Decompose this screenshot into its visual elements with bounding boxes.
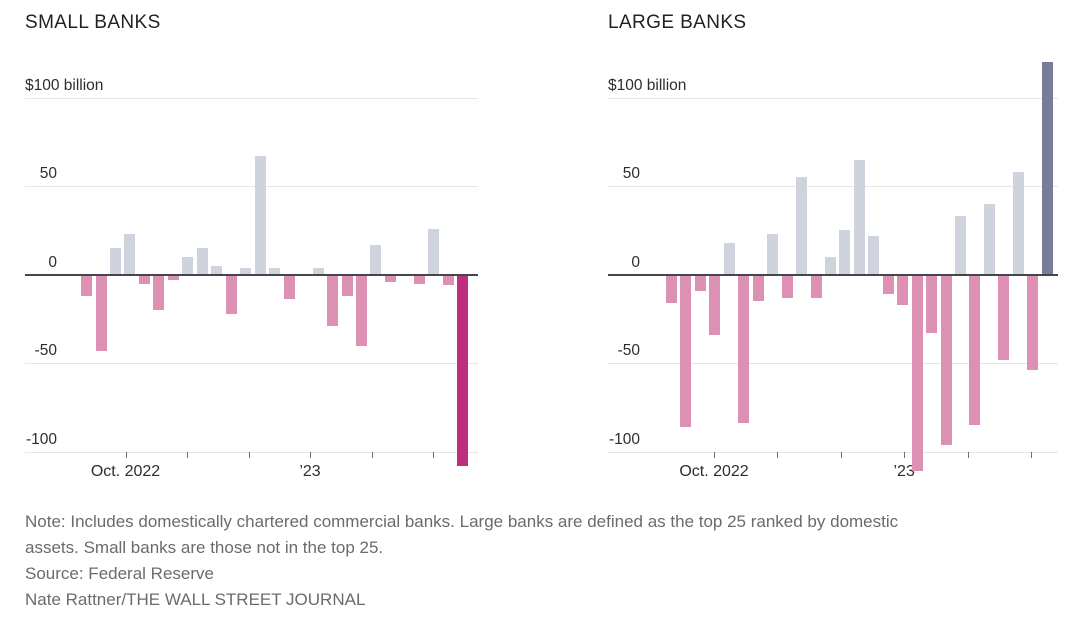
y-axis-label--50: -50 (34, 342, 57, 360)
x-axis-tick (1031, 452, 1032, 458)
bar (694, 274, 706, 291)
x-axis-tick (714, 452, 715, 458)
bar (384, 274, 396, 282)
bar (810, 274, 822, 298)
x-axis-tick (310, 452, 311, 458)
bar (327, 274, 338, 327)
x-axis-label: ’23 (299, 463, 321, 480)
bar (767, 233, 779, 275)
bar (853, 159, 865, 275)
credit-line: Nate Rattner/THE WALL STREET JOURNAL (25, 590, 366, 609)
bar (95, 274, 107, 351)
bar (824, 257, 836, 275)
gridline--100 (608, 451, 1058, 453)
x-axis-label: ’23 (893, 463, 915, 480)
bar (911, 274, 923, 472)
bar (723, 242, 735, 275)
bar (442, 274, 454, 286)
bar (355, 274, 367, 346)
gridline--50 (25, 363, 478, 365)
chart-title-small: SMALL BANKS (25, 12, 161, 33)
y-axis-label--100: -100 (608, 430, 640, 448)
source-line: Source: Federal Reserve (25, 564, 214, 583)
bar (882, 274, 894, 295)
bar (738, 274, 750, 424)
bar (240, 267, 252, 275)
bar (457, 274, 469, 467)
gridline-50 (608, 186, 1058, 188)
bar (680, 274, 692, 428)
y-axis-label-0: 0 (48, 253, 57, 271)
y-axis-label--50: -50 (617, 342, 640, 360)
gridline--50 (608, 363, 1058, 365)
x-axis-tick (904, 452, 906, 458)
bar (81, 274, 92, 296)
x-axis-tick (967, 452, 969, 458)
bar (940, 274, 952, 445)
x-axis-tick (433, 452, 434, 458)
bar (109, 248, 121, 275)
x-axis-zero-line (608, 273, 1058, 276)
chart-title-large: LARGE BANKS (608, 12, 747, 33)
bar (1041, 62, 1053, 275)
bar (341, 274, 353, 296)
y-axis-label-50: 50 (39, 165, 57, 183)
x-axis-tick (125, 452, 127, 458)
x-axis-label: Oct. 2022 (90, 463, 161, 480)
bar (167, 274, 179, 280)
bar (983, 203, 995, 275)
bar (781, 274, 793, 298)
x-axis-zero-line (25, 273, 478, 276)
y-axis-label-50: 50 (622, 165, 640, 183)
x-axis-tick (248, 452, 250, 458)
y-axis-label--100: -100 (25, 430, 57, 448)
bar (998, 274, 1010, 360)
x-axis-label: Oct. 2022 (679, 463, 749, 480)
bar (796, 177, 807, 275)
bar (897, 274, 909, 305)
bar (124, 233, 136, 275)
y-axis-label-0: 0 (631, 253, 640, 271)
gridline-100 (25, 97, 478, 99)
bar (969, 274, 981, 426)
bar (926, 274, 938, 334)
gridline--100 (25, 451, 478, 453)
bar (413, 274, 425, 284)
bar (138, 274, 150, 284)
bar (182, 257, 194, 275)
gridline-100 (608, 97, 1058, 99)
y-axis-label-100: $100 billion (608, 76, 687, 94)
bar (312, 267, 324, 275)
bar (428, 228, 440, 275)
bar (1027, 274, 1039, 371)
bar (955, 216, 966, 275)
bar (868, 235, 880, 275)
bar (1012, 171, 1024, 275)
x-axis-tick (840, 452, 842, 458)
bar (225, 274, 237, 314)
x-axis-tick (371, 452, 373, 458)
x-axis-tick (187, 452, 188, 458)
bar (153, 274, 165, 311)
bar (211, 265, 223, 275)
bar (370, 244, 382, 275)
bar (254, 156, 266, 275)
bar (709, 274, 721, 335)
large-banks-chart: LARGE BANKS $100 billion 50 0 -50 -100 Oct. 2… (535, 0, 1070, 500)
bar (839, 230, 851, 275)
y-axis-label-100: $100 billion (25, 76, 104, 94)
note-line-2: assets. Small banks are those not in the… (25, 538, 384, 557)
bar (666, 274, 677, 304)
note-line-1: Note: Includes domestically chartered co… (25, 512, 899, 531)
footer: Note: Includes domestically chartered co… (25, 509, 898, 613)
gridline-50 (25, 186, 478, 188)
small-banks-chart: SMALL BANKS $100 billion 50 0 -50 -100 Oct. 2… (0, 0, 535, 500)
x-axis-tick (777, 452, 779, 458)
bar (283, 274, 295, 300)
bar (196, 248, 208, 275)
bar (269, 267, 281, 275)
bar (752, 274, 764, 302)
